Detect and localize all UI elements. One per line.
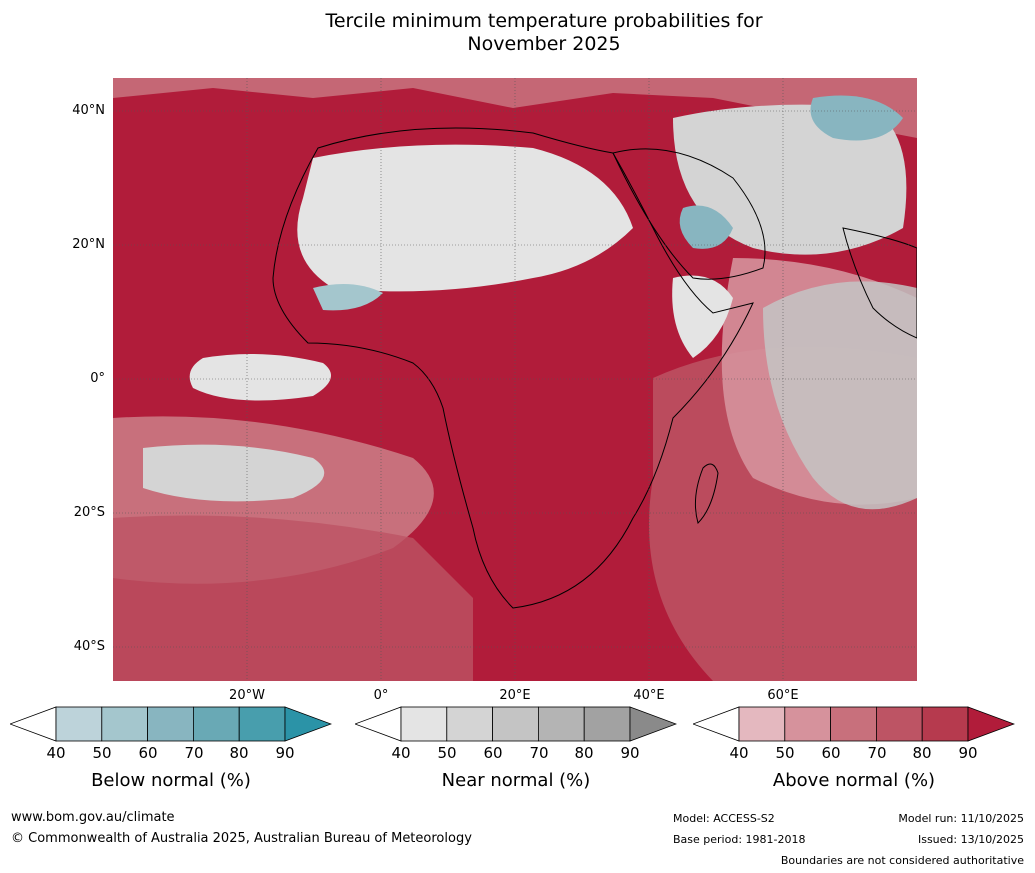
colorbar-high-extend (629, 706, 678, 742)
tick-label: 90 (275, 744, 295, 762)
colorbar-segment (583, 706, 631, 742)
near-south-atlantic (143, 444, 325, 502)
legend-below-caption: Below normal (%) (91, 770, 251, 791)
colorbar-segment (738, 706, 786, 742)
tick-label: 50 (775, 744, 795, 762)
colorbar-segment (446, 706, 494, 742)
tick-label: 60 (483, 744, 503, 762)
colorbar-low-extend (8, 706, 57, 742)
legend-below-normal: 40 50 60 70 80 90 Below normal (%) (8, 705, 333, 805)
tick-label: 40 (729, 744, 749, 762)
lat-label-20s: 20°S (73, 505, 105, 520)
colorbar-segment (875, 706, 923, 742)
tick-label: 90 (620, 744, 640, 762)
colorbar-below (8, 706, 333, 742)
colorbar-segment (400, 706, 448, 742)
below-sahel (313, 284, 383, 311)
madagascar-coastline (694, 463, 719, 524)
tick-label: 70 (529, 744, 549, 762)
tick-label: 60 (138, 744, 158, 762)
footer-website: www.bom.gov.au/climate (11, 810, 175, 825)
colorbar-high-extend (284, 706, 333, 742)
near-gulf-guinea (189, 354, 331, 401)
map-title: Tercile minimum temperature probabilitie… (113, 10, 975, 56)
legend-near-caption: Near normal (%) (441, 770, 591, 791)
colorbar-segment (921, 706, 969, 742)
band-sw (113, 515, 473, 681)
map-canvas (113, 78, 917, 681)
tick-label: 40 (391, 744, 411, 762)
near-middle-east (673, 104, 907, 255)
lat-label-20n: 20°N (72, 237, 105, 252)
lon-label-20e: 20°E (499, 688, 531, 703)
legend-near-normal: 40 50 60 70 80 90 Near normal (%) (353, 705, 678, 805)
tick-label: 70 (184, 744, 204, 762)
colorbar-high-extend (967, 706, 1016, 742)
colorbar-segment (238, 706, 286, 742)
footer-base-period: Base period: 1981-2018 (673, 833, 806, 846)
colorbar-segment (830, 706, 877, 742)
footer-model: Model: ACCESS-S2 (673, 812, 775, 825)
title-line-2: November 2025 (467, 33, 621, 55)
near-indian-ocean (763, 281, 917, 510)
below-iran (810, 95, 903, 141)
colorbar-segment (537, 706, 585, 742)
tick-label: 50 (437, 744, 457, 762)
colorbar-low-extend (353, 706, 402, 742)
tick-label: 50 (92, 744, 112, 762)
colorbar-segment (492, 706, 539, 742)
tick-label: 40 (46, 744, 66, 762)
footer-issued: Issued: 13/10/2025 (917, 833, 1024, 846)
footer-model-run: Model run: 11/10/2025 (898, 812, 1024, 825)
footer-disclaimer: Boundaries are not considered authoritat… (780, 854, 1024, 867)
band-north (113, 78, 917, 138)
arabia-coastline (612, 148, 766, 280)
colorbar-segment (784, 706, 832, 742)
footer-copyright: © Commonwealth of Australia 2025, Austra… (11, 831, 472, 846)
title-line-1: Tercile minimum temperature probabilitie… (325, 10, 763, 32)
tick-label: 80 (912, 744, 932, 762)
lon-label-60e: 60°E (767, 688, 799, 703)
probability-map (113, 78, 917, 681)
lat-label-40s: 40°S (73, 639, 105, 654)
colorbar-low-extend (691, 706, 740, 742)
colorbar-segment (192, 706, 240, 742)
lon-label-0: 0° (373, 688, 389, 703)
india-coastline (842, 227, 917, 339)
legend-above-normal: 40 50 60 70 80 90 Above normal (%) (691, 705, 1016, 805)
near-sahara (297, 144, 633, 292)
colorbar-near (353, 706, 678, 742)
colorbar-segment (101, 706, 149, 742)
below-arabia (679, 205, 733, 249)
tick-label: 60 (821, 744, 841, 762)
lon-label-40e: 40°E (633, 688, 665, 703)
colorbar-segment (147, 706, 194, 742)
colorbar-segment (55, 706, 103, 742)
lat-label-40n: 40°N (72, 103, 105, 118)
tick-label: 80 (229, 744, 249, 762)
tick-label: 90 (958, 744, 978, 762)
lon-label-20w: 20°W (229, 688, 265, 703)
lat-label-0: 0° (90, 371, 105, 386)
colorbar-above (691, 706, 1016, 742)
tick-label: 80 (574, 744, 594, 762)
legend-above-caption: Above normal (%) (772, 770, 936, 791)
graticule (113, 78, 917, 681)
tick-label: 70 (867, 744, 887, 762)
near-horn (672, 275, 733, 358)
